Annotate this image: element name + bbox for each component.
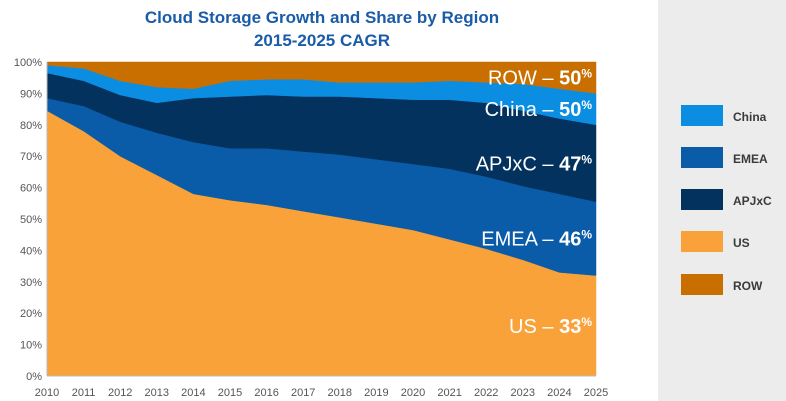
y-tick-label: 40% bbox=[20, 245, 42, 257]
x-tick-label: 2016 bbox=[254, 387, 278, 399]
x-tick-label: 2019 bbox=[364, 387, 388, 399]
x-tick-label: 2020 bbox=[401, 387, 425, 399]
x-tick-label: 2015 bbox=[218, 387, 242, 399]
y-tick-label: 30% bbox=[20, 277, 42, 289]
chart-subtitle: 2015-2025 CAGR bbox=[254, 31, 390, 50]
x-tick-label: 2014 bbox=[181, 387, 205, 399]
legend-swatch-emea bbox=[681, 147, 723, 168]
legend-label-china: China bbox=[733, 110, 767, 124]
x-tick-label: 2017 bbox=[291, 387, 315, 399]
legend-swatch-us bbox=[681, 231, 723, 252]
y-tick-label: 10% bbox=[20, 340, 42, 352]
y-tick-label: 80% bbox=[20, 120, 42, 132]
annotation-emea: EMEA – 46% bbox=[481, 228, 592, 251]
y-tick-label: 60% bbox=[20, 183, 42, 195]
y-tick-label: 50% bbox=[20, 214, 42, 226]
legend-swatch-china bbox=[681, 105, 723, 126]
x-tick-label: 2021 bbox=[437, 387, 461, 399]
legend-label-apjxc: APJxC bbox=[733, 194, 772, 208]
x-tick-label: 2013 bbox=[145, 387, 169, 399]
y-tick-label: 100% bbox=[14, 57, 42, 69]
legend-label-row: ROW bbox=[733, 279, 763, 293]
legend-label-us: US bbox=[733, 236, 750, 250]
x-tick-label: 2025 bbox=[584, 387, 608, 399]
y-tick-label: 90% bbox=[20, 88, 42, 100]
legend-swatch-apjxc bbox=[681, 189, 723, 210]
annotation-apjxc: APJxC – 47% bbox=[476, 152, 593, 175]
x-tick-label: 2024 bbox=[547, 387, 571, 399]
legend-label-emea: EMEA bbox=[733, 152, 768, 166]
x-tick-label: 2012 bbox=[108, 387, 132, 399]
y-tick-label: 70% bbox=[20, 151, 42, 163]
annotation-row: ROW – 50% bbox=[488, 67, 592, 90]
annotation-china: China – 50% bbox=[485, 98, 593, 121]
x-tick-label: 2011 bbox=[72, 387, 96, 399]
x-tick-label: 2022 bbox=[474, 387, 498, 399]
chart-title: Cloud Storage Growth and Share by Region bbox=[145, 8, 499, 27]
annotation-us: US – 33% bbox=[509, 315, 592, 338]
x-tick-label: 2023 bbox=[511, 387, 535, 399]
x-tick-label: 2010 bbox=[35, 387, 59, 399]
y-tick-label: 0% bbox=[26, 371, 42, 383]
area-row bbox=[46, 61, 597, 94]
x-tick-label: 2018 bbox=[328, 387, 352, 399]
y-tick-label: 20% bbox=[20, 308, 42, 320]
legend-swatch-row bbox=[681, 274, 723, 295]
